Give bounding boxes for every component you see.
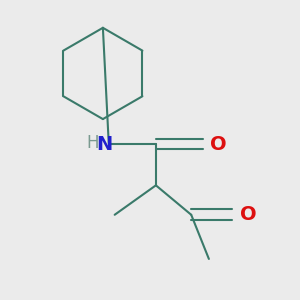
Text: O: O — [240, 205, 256, 224]
Text: N: N — [96, 135, 112, 154]
Text: H: H — [86, 134, 99, 152]
Text: O: O — [210, 135, 227, 154]
